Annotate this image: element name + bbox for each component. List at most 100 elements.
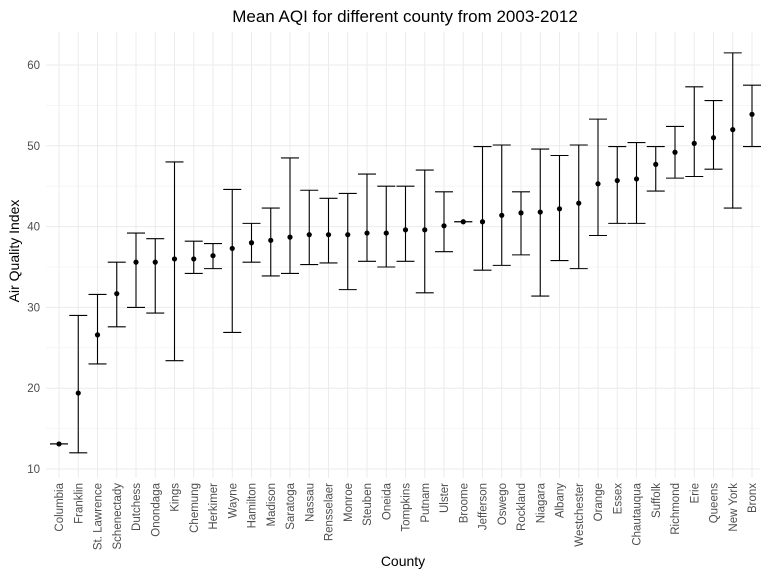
x-tick-label: Franklin (73, 483, 85, 524)
errorbar-broome (454, 219, 473, 225)
x-tick-label: Nassau (304, 483, 316, 522)
mean-point (441, 223, 447, 229)
x-tick-label: Tompkins (401, 483, 413, 532)
errorbar-chautauqua (627, 142, 646, 224)
errorbar-new-york (723, 52, 742, 209)
x-tick-label: Kings (170, 483, 182, 512)
x-tick-label: Madison (266, 483, 278, 526)
mean-point (133, 259, 139, 265)
errorbar-putnam (415, 169, 434, 294)
x-tick-label: Dutchess (131, 483, 143, 531)
x-tick-labels: Columbia Franklin St. Lawrence Schenectady D… (54, 482, 759, 550)
x-tick-label: Rockland (516, 483, 528, 531)
mean-point (345, 232, 351, 238)
x-tick-label: Wayne (227, 483, 239, 518)
x-tick-label: Westchester (574, 483, 586, 547)
mean-point (114, 291, 120, 297)
x-tick-label: Essex (612, 483, 624, 515)
grid-layer (46, 32, 760, 478)
y-tick-labels: 10 20 30 40 50 60 (27, 60, 40, 476)
x-tick-label: Rensselaer (324, 483, 336, 541)
x-tick-label: Orange (593, 483, 605, 521)
mean-point (614, 177, 620, 184)
x-tick-label: New York (728, 483, 740, 532)
x-tick-label: Onondaga (150, 482, 162, 536)
x-tick-label: Niagara (535, 482, 547, 523)
x-tick-label: St. Lawrence (93, 483, 105, 550)
mean-point (325, 232, 332, 238)
errorbar-herkimer (204, 243, 222, 270)
errorbar-hamilton (242, 222, 261, 263)
x-tick-label: Putnam (420, 483, 432, 523)
mean-point (460, 219, 466, 225)
errorbar-tompkins (396, 185, 415, 262)
errorbar-columbia (50, 441, 68, 447)
y-tick-label: 40 (27, 222, 40, 234)
errorbar-niagara (531, 148, 550, 297)
errorbar-richmond (666, 125, 684, 179)
mean-point (94, 332, 101, 338)
x-tick-label: Ulster (439, 483, 451, 513)
x-tick-label: Chemung (189, 483, 201, 533)
errorbar-rockland (512, 191, 530, 256)
mean-point (710, 135, 717, 141)
x-tick-label: Oneida (381, 482, 393, 520)
x-tick-label: Monroe (343, 483, 355, 522)
y-tick-label: 30 (27, 302, 40, 314)
mean-point (537, 209, 543, 215)
x-tick-label: Columbia (54, 482, 66, 531)
errorbar-schenectady (107, 261, 126, 328)
mean-point (595, 181, 601, 187)
mean-point (576, 200, 582, 206)
errorbar-oswego (492, 144, 511, 266)
mean-point (499, 212, 505, 218)
x-tick-label: Albany (555, 483, 567, 518)
mean-point (556, 206, 563, 212)
errorbar-st-lawrence (88, 293, 107, 365)
x-tick-label: Saratoga (285, 482, 297, 529)
x-tick-label: Jefferson (478, 483, 490, 530)
x-tick-label: Hamilton (247, 483, 259, 528)
errorbar-wayne (223, 188, 242, 333)
mean-point (229, 245, 235, 252)
x-tick-label: Suffolk (651, 483, 663, 518)
mean-point (268, 237, 274, 243)
y-axis-title: Air Quality Index (6, 200, 22, 303)
mean-point (383, 230, 389, 236)
errorbar-saratoga (281, 157, 299, 275)
errorbar-madison (261, 207, 280, 277)
errorbar-steuben (358, 173, 376, 262)
mean-point (56, 441, 62, 447)
mean-point (248, 240, 255, 246)
x-tick-label: Chautauqua (632, 482, 644, 545)
mean-point (479, 219, 486, 225)
errorbar-nassau (300, 189, 319, 266)
errorbar-orange (589, 118, 607, 237)
x-tick-label: Bronx (747, 483, 759, 513)
x-tick-label: Schenectady (112, 483, 124, 550)
x-tick-label: Broome (458, 483, 470, 523)
errorbar-westchester (569, 144, 588, 270)
x-tick-label: Steuben (362, 483, 374, 526)
errorbar-jefferson (473, 146, 492, 271)
errorbar-chemung (184, 240, 203, 275)
mean-point (422, 227, 428, 233)
errorbar-essex (608, 146, 627, 224)
mean-point (518, 210, 524, 216)
mean-point (749, 111, 755, 117)
mean-point (75, 390, 81, 396)
mean-point (364, 230, 370, 236)
mean-point (210, 253, 216, 259)
x-tick-label: Herkimer (208, 483, 220, 530)
mean-point (730, 127, 736, 133)
errorbar-queens (704, 100, 723, 170)
errorbar-erie (685, 86, 704, 178)
errorbar-albany (550, 154, 569, 262)
x-tick-label: Oswego (497, 483, 509, 525)
mean-point (402, 227, 409, 233)
x-tick-label: Erie (689, 483, 701, 503)
y-tick-label: 60 (27, 60, 40, 72)
x-tick-label: Richmond (670, 483, 682, 535)
errorbar-franklin (69, 314, 88, 454)
